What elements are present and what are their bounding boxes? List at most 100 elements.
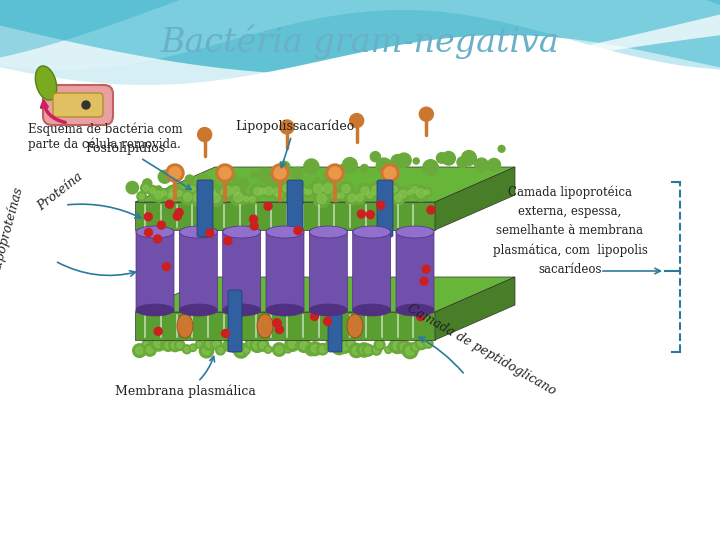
- Circle shape: [332, 340, 347, 355]
- Circle shape: [180, 190, 195, 205]
- Ellipse shape: [310, 304, 347, 316]
- Circle shape: [399, 190, 407, 198]
- Circle shape: [408, 190, 412, 195]
- Circle shape: [243, 347, 250, 354]
- Circle shape: [295, 189, 302, 196]
- Circle shape: [395, 194, 402, 202]
- Circle shape: [379, 190, 387, 197]
- Circle shape: [402, 343, 418, 359]
- Circle shape: [295, 342, 303, 349]
- Circle shape: [413, 158, 419, 164]
- Text: Camada de peptidoglicano: Camada de peptidoglicano: [405, 302, 558, 398]
- Circle shape: [417, 189, 426, 198]
- Circle shape: [264, 202, 272, 210]
- Polygon shape: [135, 167, 515, 202]
- Circle shape: [253, 341, 261, 349]
- Circle shape: [265, 187, 273, 195]
- Circle shape: [348, 194, 356, 202]
- Circle shape: [462, 151, 477, 165]
- Ellipse shape: [222, 304, 261, 316]
- Circle shape: [147, 347, 153, 353]
- Circle shape: [189, 344, 197, 352]
- Circle shape: [257, 168, 272, 183]
- Circle shape: [348, 341, 354, 346]
- Circle shape: [260, 188, 265, 194]
- Circle shape: [233, 343, 248, 358]
- Circle shape: [82, 101, 90, 109]
- Circle shape: [248, 341, 253, 346]
- Circle shape: [317, 343, 328, 355]
- Circle shape: [145, 228, 153, 237]
- Ellipse shape: [266, 304, 304, 316]
- Circle shape: [358, 184, 372, 198]
- Circle shape: [175, 208, 183, 217]
- Ellipse shape: [347, 314, 363, 338]
- Circle shape: [310, 312, 318, 320]
- Circle shape: [210, 338, 222, 350]
- Circle shape: [338, 181, 354, 196]
- Circle shape: [225, 342, 232, 349]
- Circle shape: [306, 189, 311, 194]
- Circle shape: [357, 343, 372, 357]
- Circle shape: [338, 193, 344, 198]
- Circle shape: [273, 319, 281, 327]
- Circle shape: [308, 342, 322, 356]
- Polygon shape: [135, 312, 435, 340]
- Circle shape: [194, 193, 203, 202]
- Ellipse shape: [396, 304, 434, 316]
- Circle shape: [161, 191, 166, 195]
- Circle shape: [139, 194, 144, 199]
- Circle shape: [151, 188, 166, 202]
- Circle shape: [390, 344, 395, 349]
- Circle shape: [368, 182, 385, 198]
- Text: Lipoproteínas: Lipoproteínas: [0, 186, 26, 274]
- Circle shape: [326, 345, 330, 348]
- Circle shape: [168, 193, 174, 198]
- Polygon shape: [435, 277, 515, 340]
- Circle shape: [272, 343, 286, 356]
- Circle shape: [184, 193, 192, 201]
- Circle shape: [168, 339, 181, 352]
- Circle shape: [315, 178, 321, 184]
- Circle shape: [257, 339, 269, 351]
- Circle shape: [391, 154, 405, 168]
- Circle shape: [205, 186, 218, 200]
- Circle shape: [300, 188, 307, 194]
- Circle shape: [182, 345, 192, 354]
- Circle shape: [244, 197, 249, 201]
- Circle shape: [298, 186, 309, 197]
- Polygon shape: [135, 277, 515, 312]
- Circle shape: [313, 184, 323, 193]
- Circle shape: [388, 184, 400, 195]
- Circle shape: [305, 345, 317, 356]
- Circle shape: [423, 339, 433, 348]
- Circle shape: [326, 337, 339, 349]
- Circle shape: [413, 185, 428, 201]
- Circle shape: [457, 157, 468, 168]
- Circle shape: [377, 201, 384, 210]
- Circle shape: [184, 347, 189, 352]
- Circle shape: [144, 342, 148, 347]
- Circle shape: [203, 337, 217, 350]
- Circle shape: [323, 318, 331, 325]
- Ellipse shape: [353, 226, 391, 238]
- Circle shape: [352, 347, 360, 354]
- Circle shape: [400, 343, 408, 351]
- Circle shape: [202, 192, 210, 200]
- Circle shape: [365, 347, 372, 353]
- Circle shape: [144, 213, 153, 221]
- Circle shape: [280, 120, 294, 134]
- FancyBboxPatch shape: [136, 229, 174, 313]
- Circle shape: [216, 164, 234, 182]
- Text: Lipopolissacarídeo: Lipopolissacarídeo: [235, 119, 354, 167]
- Circle shape: [211, 193, 220, 202]
- Circle shape: [336, 191, 346, 200]
- Circle shape: [257, 186, 268, 197]
- Circle shape: [361, 165, 369, 172]
- Circle shape: [436, 153, 447, 163]
- Polygon shape: [435, 167, 515, 230]
- Circle shape: [346, 339, 356, 348]
- Circle shape: [392, 191, 405, 205]
- Polygon shape: [0, 15, 720, 90]
- Circle shape: [223, 186, 233, 195]
